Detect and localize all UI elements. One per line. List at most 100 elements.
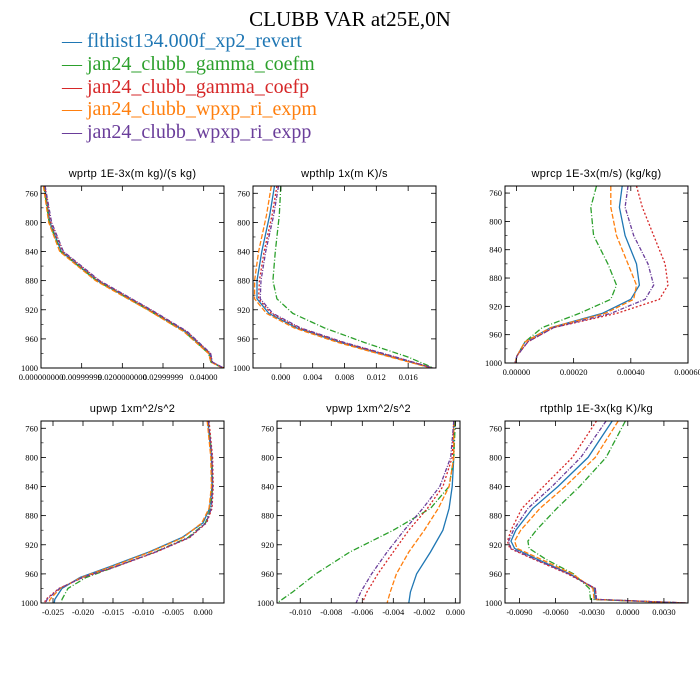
series-line xyxy=(44,186,224,368)
x-tick-label: 0.02999999 xyxy=(143,372,183,382)
x-tick-label: 0.0000 xyxy=(616,607,639,617)
x-tick-label: 0.00000 xyxy=(503,367,531,377)
y-tick-label: 840 xyxy=(489,245,502,255)
series-line xyxy=(506,421,687,603)
y-tick-label: 840 xyxy=(25,482,38,492)
x-tick-label: -0.006 xyxy=(351,607,373,617)
series-line xyxy=(53,421,213,603)
subplot-1: wprtp 1E-3x(m kg)/(s kg) 760 800 840 880 920 9… xyxy=(19,168,225,382)
series-line xyxy=(510,421,686,603)
plot-frame xyxy=(504,420,689,604)
x-tick-label: 0.008 xyxy=(335,372,354,382)
y-tick-label: 880 xyxy=(261,511,274,521)
series-line xyxy=(514,186,655,363)
series-line xyxy=(277,421,456,603)
series-line xyxy=(361,421,455,603)
legend-item: — jan24_clubb_wpxp_ri_expm xyxy=(62,98,317,121)
y-tick-label: 760 xyxy=(489,188,502,198)
series-line xyxy=(513,421,686,603)
subplot-2: wpthlp 1x(m K)/s 760 800 840 880 920 960 1000 0.… xyxy=(233,168,437,382)
series-line xyxy=(257,186,433,368)
plot-frame xyxy=(276,420,461,604)
y-tick-label: 880 xyxy=(489,511,502,521)
series-line xyxy=(43,421,214,603)
y-tick-label: 1000 xyxy=(485,358,502,368)
series-line xyxy=(48,421,213,603)
subplot-title: vpwp 1xm^2/s^2 xyxy=(326,403,411,415)
subplot-title: wprcp 1E-3x(m/s) (kg/kg) xyxy=(530,168,661,180)
y-tick-label: 880 xyxy=(25,276,38,286)
x-tick-label: 0.004 xyxy=(303,372,323,382)
y-tick-label: 840 xyxy=(25,247,38,257)
series-line xyxy=(253,186,432,368)
y-tick-label: 800 xyxy=(25,217,38,227)
x-tick-label: 0.012 xyxy=(367,372,386,382)
x-tick-label: -0.010 xyxy=(132,607,154,617)
series-line xyxy=(507,421,687,603)
x-tick-label: -0.0030 xyxy=(579,607,605,617)
y-tick-label: 920 xyxy=(489,301,502,311)
x-tick-label: -0.0060 xyxy=(542,607,568,617)
y-tick-label: 960 xyxy=(25,334,38,344)
x-tick-label: 0.000 xyxy=(446,607,465,617)
subplot-5: vpwp 1xm^2/s^2 760 800 840 880 920 960 1000 -0.0… xyxy=(257,403,465,617)
y-tick-label: 960 xyxy=(489,569,502,579)
series-line xyxy=(256,186,433,368)
legend-item: — jan24_clubb_gamma_coefp xyxy=(62,75,310,98)
series-line xyxy=(514,186,618,363)
series-line xyxy=(514,186,669,363)
x-tick-label: 0.016 xyxy=(399,372,418,382)
y-tick-label: 880 xyxy=(237,276,250,286)
x-tick-label: 0.0030 xyxy=(652,607,675,617)
legend-item: — jan24_clubb_gamma_coefm xyxy=(62,52,315,75)
y-tick-label: 1000 xyxy=(257,598,274,608)
y-tick-label: 760 xyxy=(25,423,38,433)
series-line xyxy=(408,421,455,603)
y-tick-label: 840 xyxy=(261,482,274,492)
x-tick-label: -0.004 xyxy=(382,607,405,617)
subplot-title: rtpthlp 1E-3x(kg K)/kg xyxy=(540,403,653,415)
y-tick-label: 800 xyxy=(237,217,250,227)
series-line xyxy=(272,186,434,368)
y-tick-label: 920 xyxy=(261,540,274,550)
y-tick-label: 800 xyxy=(25,452,38,462)
series-line xyxy=(259,186,433,368)
y-tick-label: 960 xyxy=(237,334,250,344)
plot-frame xyxy=(504,185,689,364)
subplot-4: upwp 1xm^2/s^2 760 800 840 880 920 960 1000 -0.0… xyxy=(21,403,225,617)
x-tick-label: -0.005 xyxy=(162,607,184,617)
plot-frame xyxy=(252,185,437,369)
x-tick-label: -0.025 xyxy=(42,607,64,617)
x-tick-label: 0.0200000000 xyxy=(98,372,147,382)
y-tick-label: 760 xyxy=(261,423,274,433)
y-tick-label: 760 xyxy=(25,188,38,198)
y-tick-label: 760 xyxy=(237,188,250,198)
x-tick-label: 0.000 xyxy=(271,372,290,382)
subplot-title: upwp 1xm^2/s^2 xyxy=(90,403,175,415)
y-tick-label: 1000 xyxy=(485,598,502,608)
y-tick-label: 960 xyxy=(489,330,502,340)
x-tick-label: -0.015 xyxy=(102,607,124,617)
plot-frame xyxy=(40,185,225,369)
subplot-title: wpthlp 1x(m K)/s xyxy=(300,168,388,180)
x-tick-label: 0.00999999 xyxy=(61,372,101,382)
y-tick-label: 1000 xyxy=(21,363,38,373)
y-tick-label: 800 xyxy=(261,452,274,462)
x-tick-label: -0.008 xyxy=(320,607,342,617)
series-line xyxy=(527,421,686,603)
series-line xyxy=(45,421,214,603)
plot-frame xyxy=(40,420,225,604)
y-tick-label: 760 xyxy=(489,423,502,433)
x-tick-label: -0.020 xyxy=(72,607,94,617)
series-line xyxy=(355,421,455,603)
legend-item: — flthist134.000f_xp2_revert xyxy=(62,30,302,52)
x-tick-label: 0.00060 xyxy=(674,367,700,377)
x-tick-label: 0.04000 xyxy=(190,372,218,382)
subplot-6: rtpthlp 1E-3x(kg K)/kg 760 800 840 880 920 960… xyxy=(485,403,689,617)
y-tick-label: 1000 xyxy=(233,363,250,373)
subplot-title: wprtp 1E-3x(m kg)/(s kg) xyxy=(68,168,197,180)
y-tick-label: 800 xyxy=(489,216,502,226)
y-tick-label: 880 xyxy=(489,273,502,283)
series-line xyxy=(43,186,224,368)
